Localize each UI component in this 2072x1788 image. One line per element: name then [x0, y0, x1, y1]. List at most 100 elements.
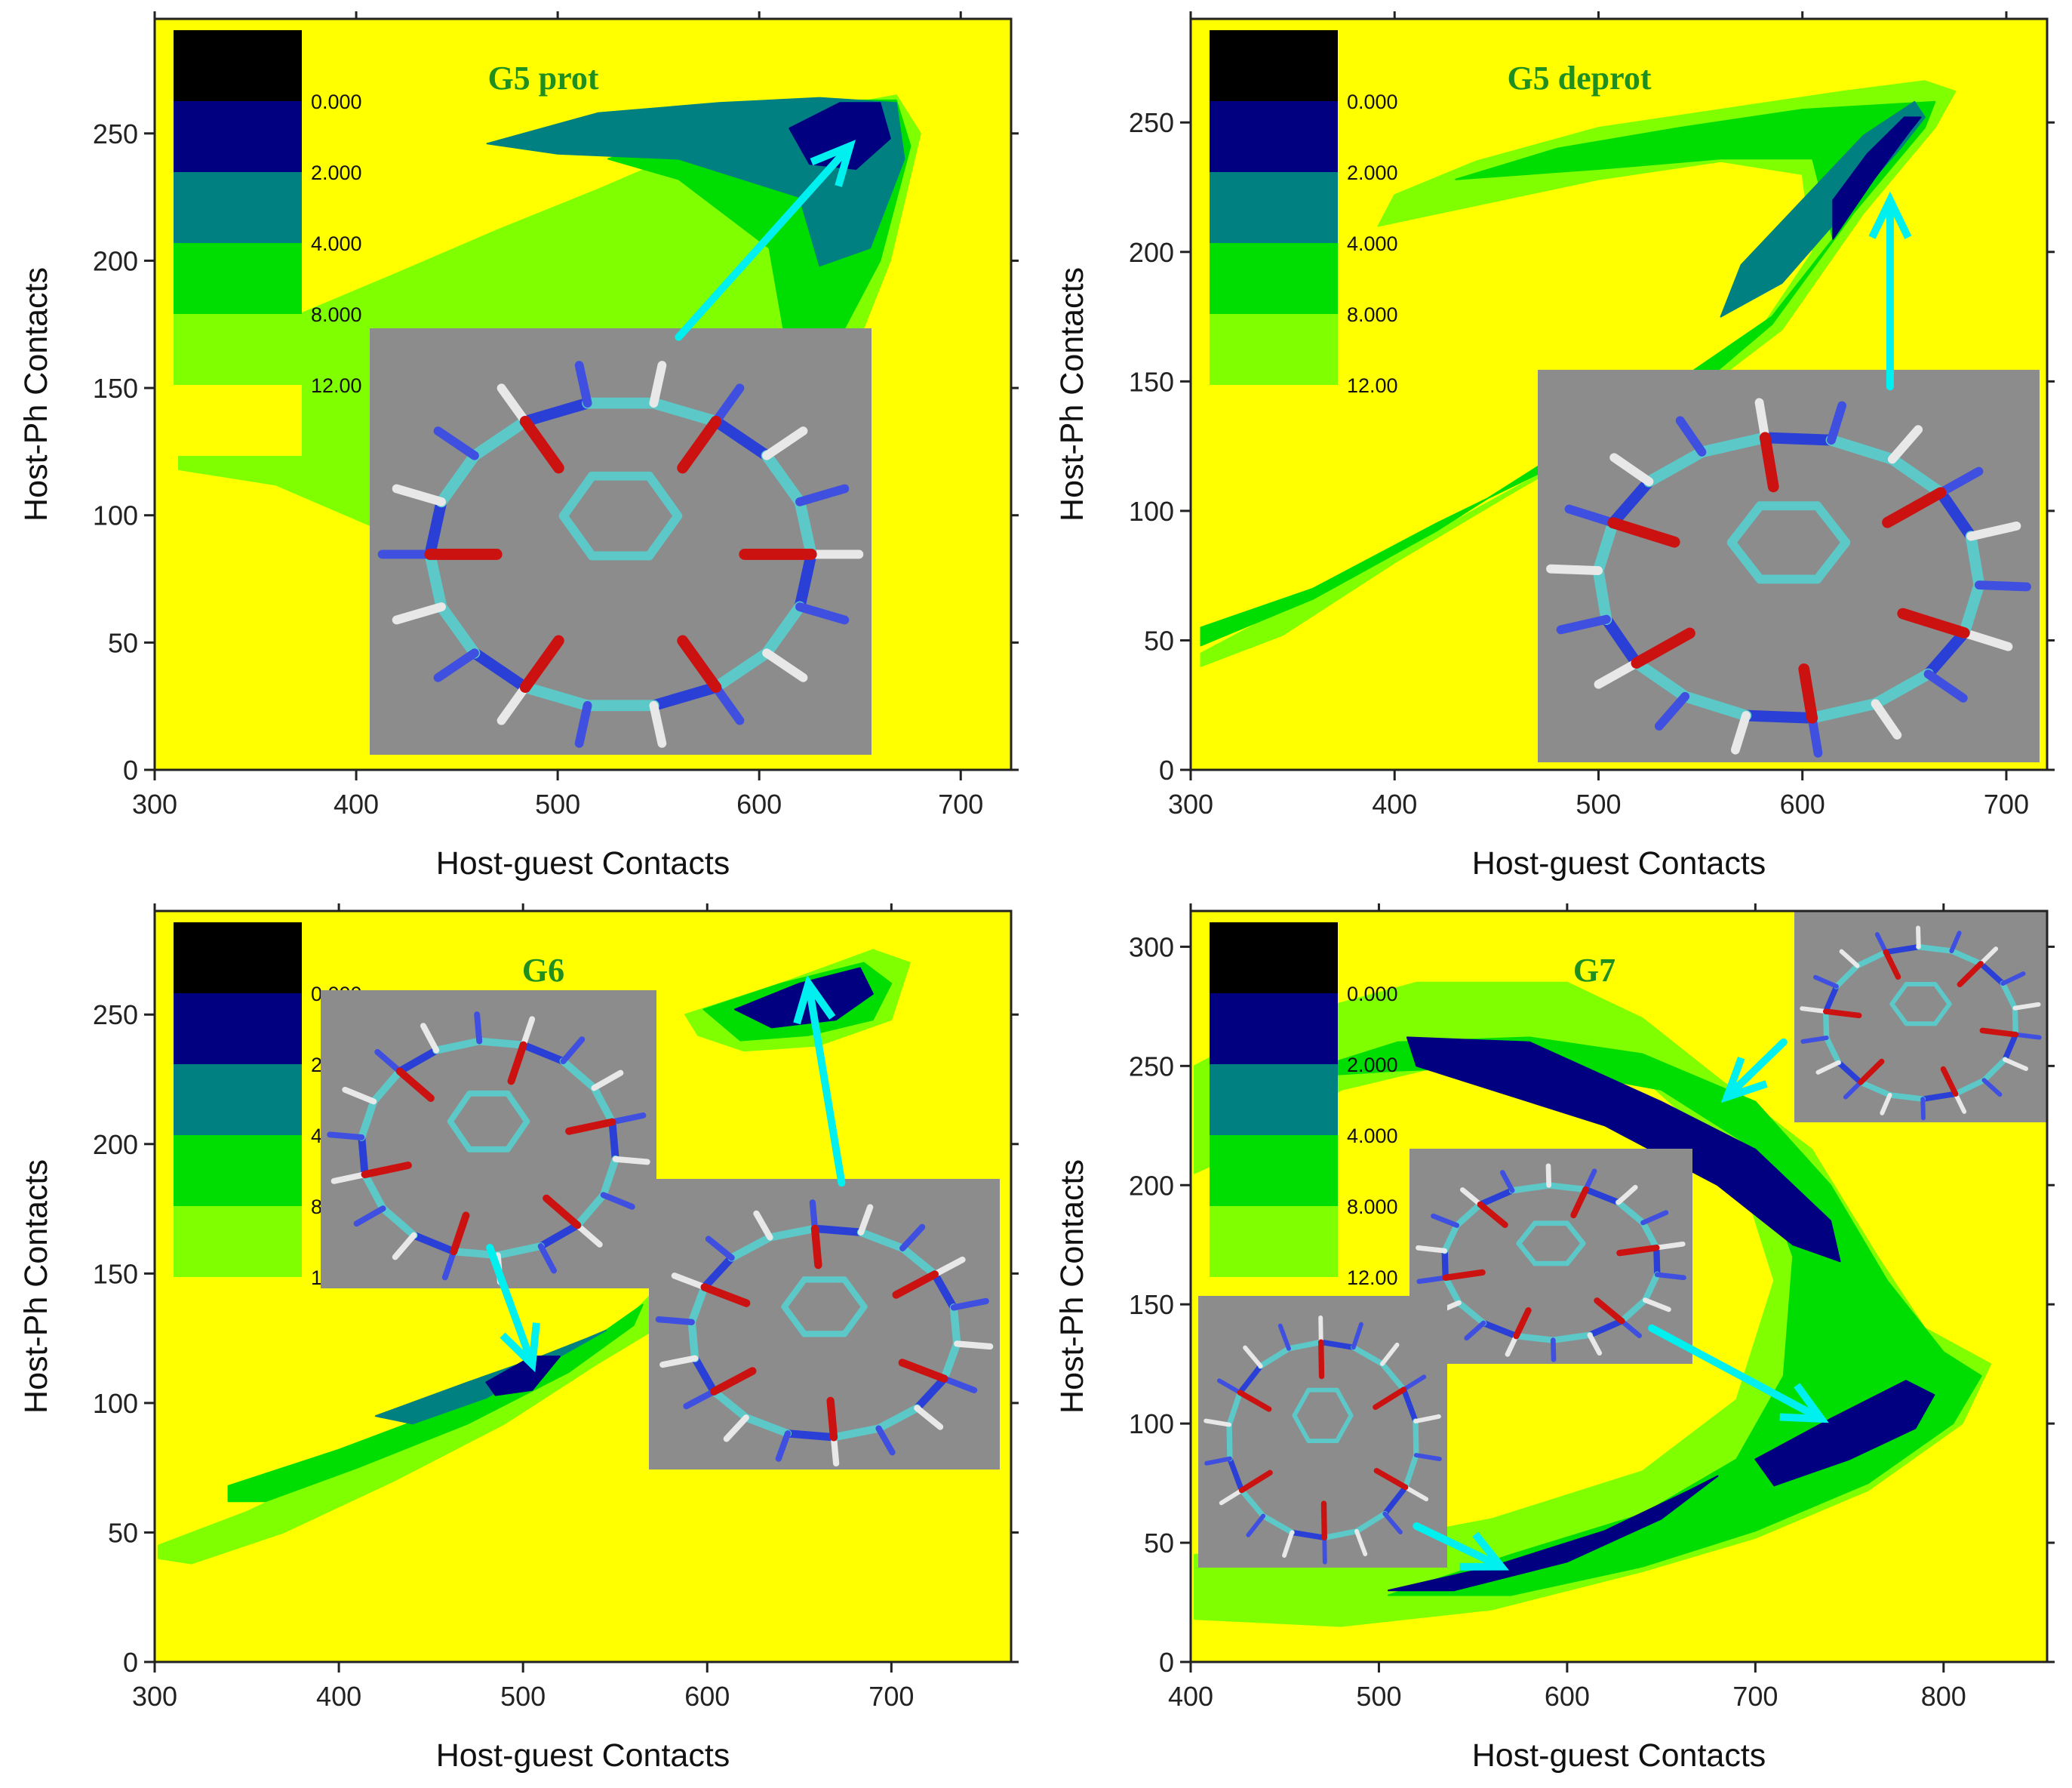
molecule-bond [930, 1270, 958, 1312]
molecule-bond [1958, 579, 1985, 639]
y-tick-label: 250 [93, 118, 138, 149]
molecule-bond [1822, 1008, 1862, 1019]
molecule-bond [1800, 1036, 1829, 1044]
contour-level-1 [1832, 116, 1922, 240]
molecule-bond [1974, 580, 2031, 592]
molecule-bond [1812, 537, 1851, 584]
molecule-bond [949, 1303, 961, 1348]
molecule-bond [690, 1354, 718, 1396]
molecule-bond [519, 1041, 567, 1066]
molecule-bond [711, 682, 745, 725]
molecule-bond [424, 549, 447, 613]
y-tick-label: 50 [1144, 1528, 1174, 1559]
x-tick-label: 600 [736, 789, 782, 820]
molecule-bond [559, 1057, 598, 1092]
molecule-bond [2003, 1057, 2028, 1071]
molecule-bond [1292, 1387, 1311, 1418]
legend-label: 4.000 [1347, 232, 1398, 255]
molecule-bond [1932, 1002, 1952, 1026]
molecule-bond [1807, 713, 1823, 758]
legend-swatch [1210, 314, 1338, 385]
molecule-bond [1920, 1091, 1959, 1102]
molecule-bond [644, 511, 683, 561]
molecule-bond [1334, 1387, 1354, 1418]
molecule-bond [941, 1375, 978, 1393]
molecule-bond [781, 1303, 808, 1337]
molecule-bond [1640, 1219, 1660, 1251]
molecule-bond [1897, 608, 1970, 639]
molecule-bond [1204, 1418, 1232, 1427]
molecule-bond [899, 1244, 939, 1279]
molecule-bond [433, 648, 479, 682]
molecule-bond [700, 1254, 736, 1291]
y-tick-label: 0 [123, 1647, 138, 1678]
molecule-bond [1431, 1213, 1460, 1228]
molecule-bond [1835, 1059, 1864, 1085]
panel-title: G5 deprot [1507, 60, 1651, 97]
molecule-bond [1754, 398, 1770, 442]
molecule-bond [783, 1429, 838, 1442]
molecule-bond [565, 1118, 616, 1135]
y-axis-title: Host-Ph Contacts [1054, 267, 1090, 522]
molecule-bond [1965, 531, 1985, 591]
legend-swatch [1210, 922, 1338, 993]
molecule-bond [435, 601, 481, 659]
molecule-bond [591, 1069, 624, 1091]
molecule-bond [826, 1396, 838, 1442]
molecule-bond [1505, 1333, 1519, 1357]
y-axis-title: Host-Ph Contacts [1054, 1159, 1090, 1414]
molecule-bond [1373, 1467, 1409, 1491]
legend-label: 4.000 [1347, 1125, 1398, 1147]
y-tick-label: 250 [1129, 107, 1174, 138]
molecule-bond [1822, 983, 1840, 1014]
molecule-bond [775, 1430, 792, 1462]
legend-label: 0.000 [1347, 983, 1398, 1005]
molecule-bond [1227, 1455, 1245, 1494]
molecule-bond [379, 1205, 418, 1239]
molecule-bond [709, 1367, 757, 1396]
molecule-bond [1334, 1413, 1354, 1444]
molecule-bond [1883, 949, 1901, 980]
legend-swatch [1210, 101, 1338, 172]
molecule-bond [1619, 1318, 1643, 1338]
contour-level-1 [789, 102, 891, 170]
molecule-bond [1740, 709, 1818, 724]
molecule-bond [1883, 943, 1922, 956]
molecule-bond [841, 1303, 868, 1337]
molecule-bond [1932, 982, 1952, 1007]
structure-inset-molecule [1416, 1163, 1686, 1362]
x-tick-label: 300 [132, 789, 177, 820]
x-tick-label: 400 [334, 789, 379, 820]
plot-frame [153, 909, 1013, 1663]
molecule-bond [395, 1046, 441, 1076]
molecule-bond [1442, 1274, 1462, 1306]
molecule-bond [2012, 1002, 2041, 1011]
molecule-bond [1564, 1220, 1586, 1246]
molecule-bond [1226, 1389, 1243, 1428]
x-tick-label: 700 [868, 1681, 914, 1712]
molecule-bond [1477, 1201, 1508, 1228]
molecule-bond [1545, 1182, 1589, 1193]
molecule-bond [2013, 1032, 2042, 1040]
x-tick-label: 400 [1372, 789, 1417, 820]
molecule-bond [1400, 1386, 1419, 1424]
molecule-bond [1216, 1378, 1243, 1395]
molecule-bond [2000, 971, 2026, 986]
molecule-bond [647, 397, 722, 427]
panel-title: G7 [1573, 952, 1615, 989]
legend: 0.000 2.000 4.000 8.000 12.00 [1210, 30, 1398, 456]
molecule-bond [700, 1283, 751, 1307]
molecule-bond [1416, 1275, 1449, 1285]
molecule-bond [659, 1355, 699, 1368]
molecule-bond [1382, 1484, 1409, 1517]
molecule-bond [392, 1232, 417, 1260]
molecule-bond [543, 1194, 582, 1229]
legend-swatch [1210, 1064, 1338, 1135]
molecule-bond [1978, 946, 1999, 966]
molecule-bond [558, 511, 597, 561]
molecule-bond [1839, 949, 1860, 968]
molecule-bond [1516, 1220, 1538, 1246]
molecule-bond [1949, 931, 1962, 953]
molecule-bond [1966, 521, 2021, 541]
